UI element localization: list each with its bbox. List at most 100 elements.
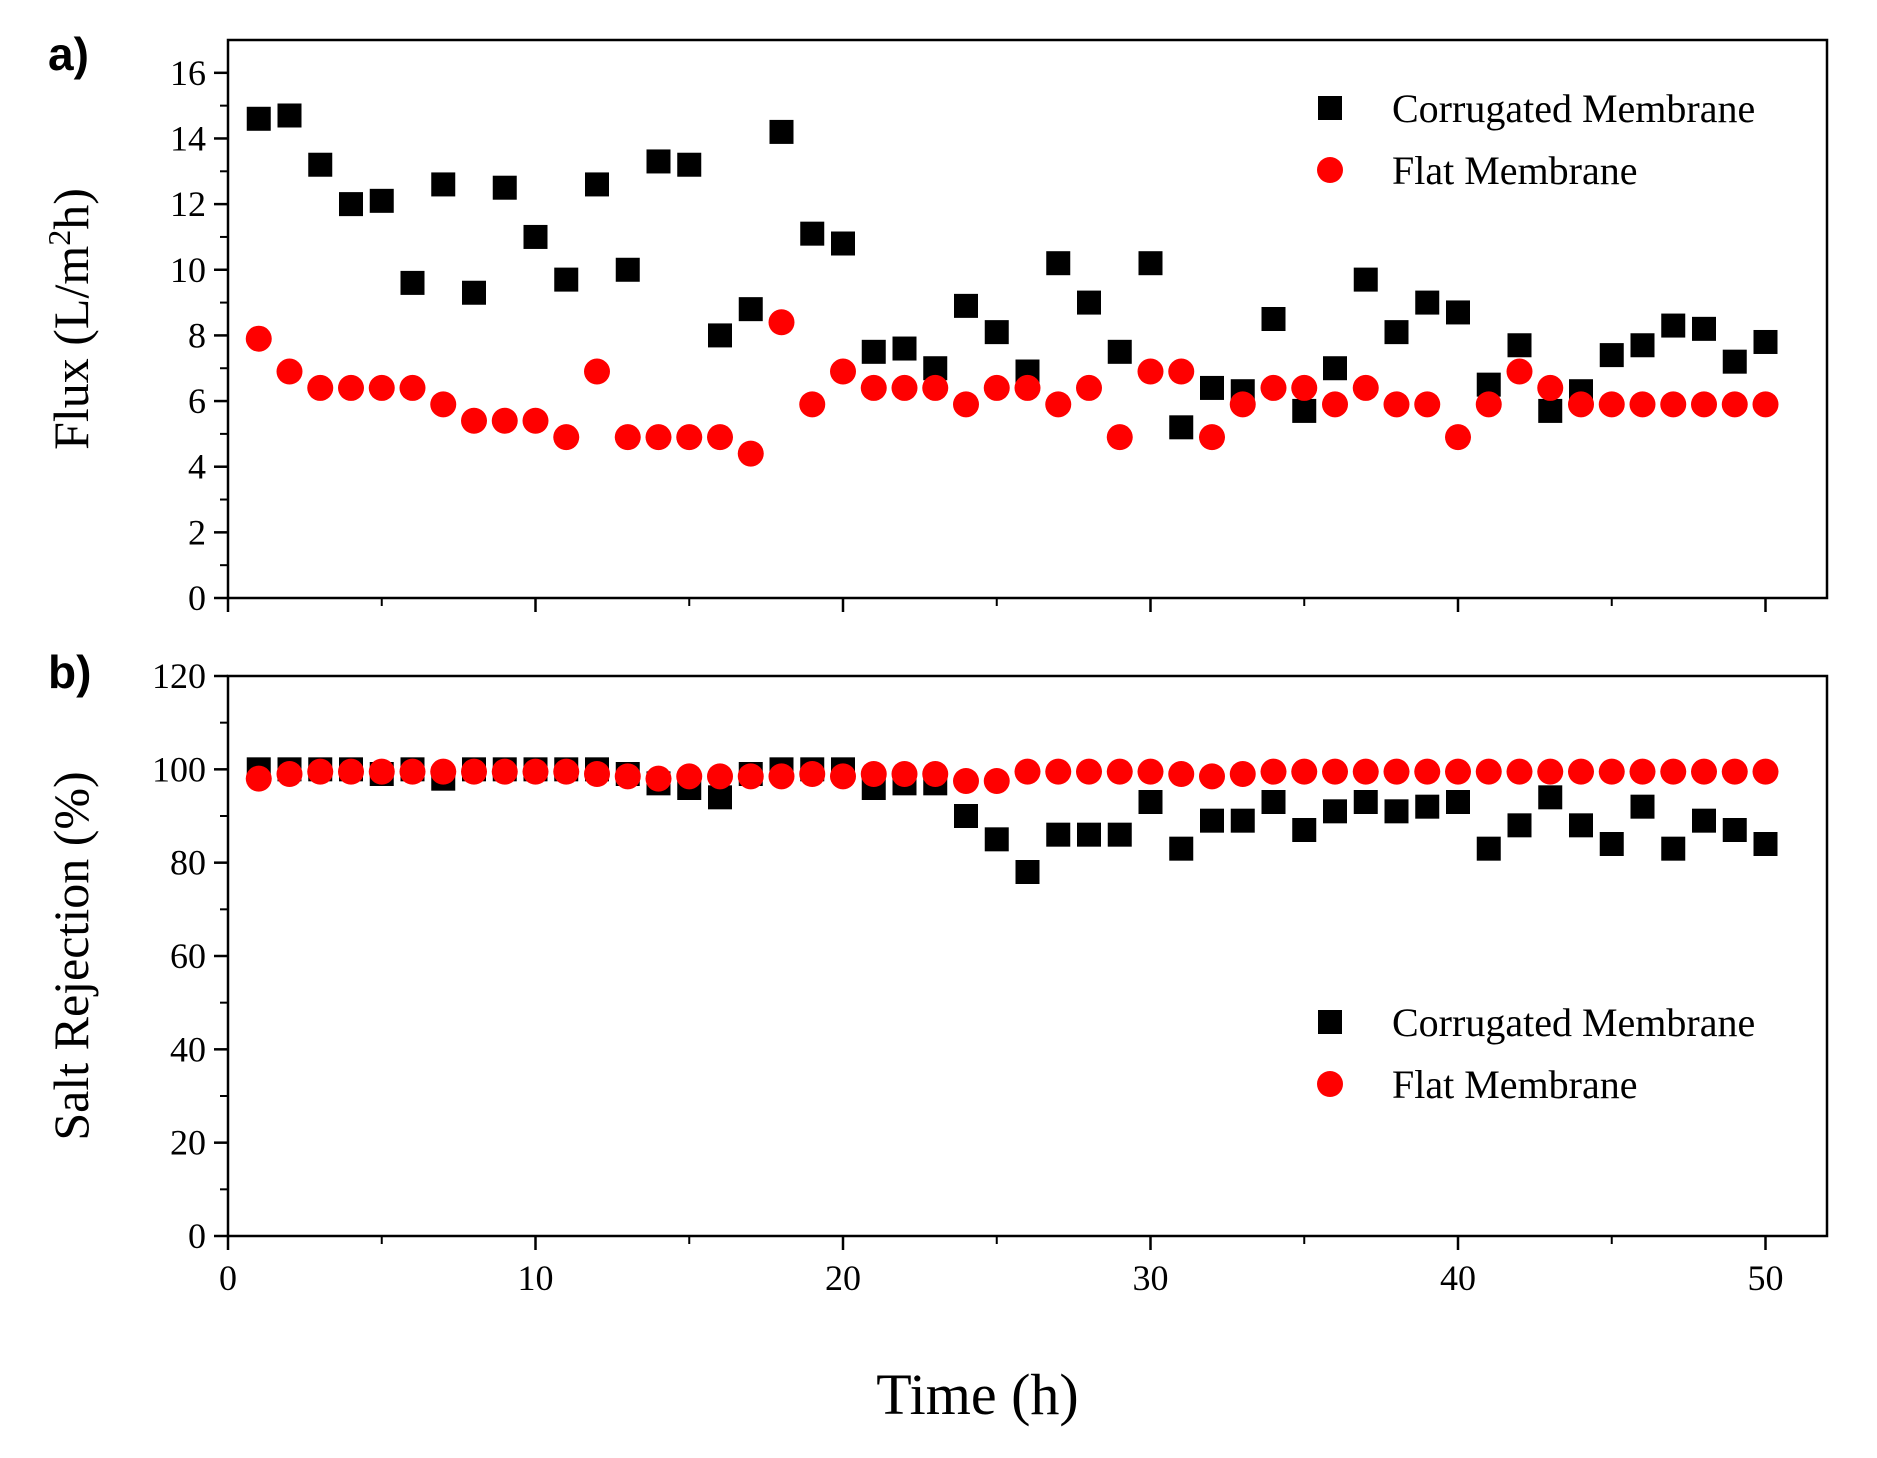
data-point <box>1629 758 1656 785</box>
data-point <box>1352 758 1379 785</box>
data-point <box>1169 415 1194 440</box>
data-point <box>1014 374 1041 401</box>
data-point <box>830 763 856 790</box>
legend-marker-square <box>1318 1010 1342 1034</box>
data-point <box>1629 391 1656 418</box>
panel-a-points <box>245 103 1779 467</box>
data-point <box>1260 758 1287 785</box>
y-tick-label: 4 <box>188 447 206 487</box>
data-point <box>1661 313 1686 338</box>
data-point <box>1291 374 1318 401</box>
data-point <box>1045 391 1072 418</box>
data-point <box>1291 758 1318 785</box>
data-point <box>1414 758 1441 785</box>
data-point <box>861 339 886 364</box>
data-point <box>1384 799 1409 824</box>
legend-label: Corrugated Membrane <box>1392 1000 1755 1045</box>
data-point <box>1691 758 1717 785</box>
data-point <box>1322 391 1348 418</box>
data-point <box>983 768 1010 794</box>
data-point <box>860 761 887 787</box>
data-point <box>1260 374 1287 401</box>
y-tick-label: 0 <box>188 578 206 618</box>
data-point <box>1107 822 1132 847</box>
data-point <box>1076 374 1102 401</box>
data-point <box>430 391 457 418</box>
panel-a-legend: Corrugated Membrane Flat Membrane <box>1317 86 1755 193</box>
data-point <box>799 391 826 418</box>
x-tick-label: 0 <box>219 1258 237 1298</box>
panel-a-x-ticks <box>226 598 1767 612</box>
panel-a-y-axis-title: Flux (L/m2h) <box>41 188 99 450</box>
data-point <box>676 424 703 451</box>
data-point <box>1752 758 1779 785</box>
y-tick-label: 80 <box>170 843 206 883</box>
y-tick-label: 6 <box>188 381 206 421</box>
data-point <box>1322 758 1348 785</box>
data-point <box>954 804 978 828</box>
data-point <box>768 763 795 790</box>
data-point <box>1106 424 1133 451</box>
series-flat-membrane <box>245 309 1779 467</box>
data-point <box>1292 818 1317 842</box>
panel-b-legend: Corrugated Membrane Flat Membrane <box>1317 1000 1755 1107</box>
data-point <box>307 374 334 401</box>
data-point <box>1415 794 1440 819</box>
data-point <box>953 391 979 418</box>
data-point <box>645 424 672 451</box>
data-point <box>1692 316 1716 341</box>
data-point <box>645 765 672 792</box>
data-point <box>554 267 579 292</box>
data-point <box>585 172 609 197</box>
y-tick-label: 120 <box>152 656 206 696</box>
data-point <box>1200 375 1224 400</box>
data-point <box>1168 761 1195 787</box>
data-point <box>1046 822 1071 847</box>
data-point <box>799 761 826 787</box>
data-point <box>646 149 671 174</box>
data-point <box>461 758 487 785</box>
y-tick-label: 0 <box>188 1216 206 1256</box>
data-point <box>1660 758 1687 785</box>
data-point <box>1445 758 1471 785</box>
data-point <box>431 172 456 197</box>
data-point <box>984 320 1009 345</box>
y-tick-label: 20 <box>170 1123 206 1163</box>
data-point <box>707 424 733 451</box>
panel-a-frame <box>226 38 1829 600</box>
y-tick-label: 16 <box>170 53 206 93</box>
data-point <box>339 192 363 217</box>
data-point <box>831 231 855 256</box>
data-point <box>1199 763 1225 790</box>
data-point <box>1568 391 1594 418</box>
data-point <box>584 761 610 787</box>
data-point <box>892 336 917 361</box>
data-point <box>1753 329 1778 354</box>
data-point <box>1569 813 1593 838</box>
data-point <box>800 221 825 246</box>
data-point <box>1169 836 1194 861</box>
data-point <box>1599 832 1624 856</box>
panel-b-label: b) <box>48 646 91 698</box>
data-point <box>553 424 580 451</box>
data-point <box>1138 251 1163 276</box>
data-point <box>830 358 856 385</box>
data-point <box>769 119 794 144</box>
legend-marker-circle <box>1317 1071 1343 1097</box>
y-tick-label: 2 <box>188 512 206 552</box>
data-point <box>1229 391 1256 418</box>
data-point <box>1598 758 1625 785</box>
data-point <box>1323 799 1347 824</box>
data-point <box>1692 808 1716 833</box>
data-point <box>1200 808 1224 833</box>
x-axis-title: Time (h) <box>876 1362 1079 1427</box>
data-point <box>1446 790 1470 814</box>
legend-marker-square <box>1318 96 1342 120</box>
data-point <box>1538 398 1563 423</box>
series-flat-membrane <box>245 758 1779 794</box>
data-point <box>1383 391 1410 418</box>
data-point <box>462 280 486 305</box>
data-point <box>1475 391 1502 418</box>
data-point <box>338 758 364 785</box>
